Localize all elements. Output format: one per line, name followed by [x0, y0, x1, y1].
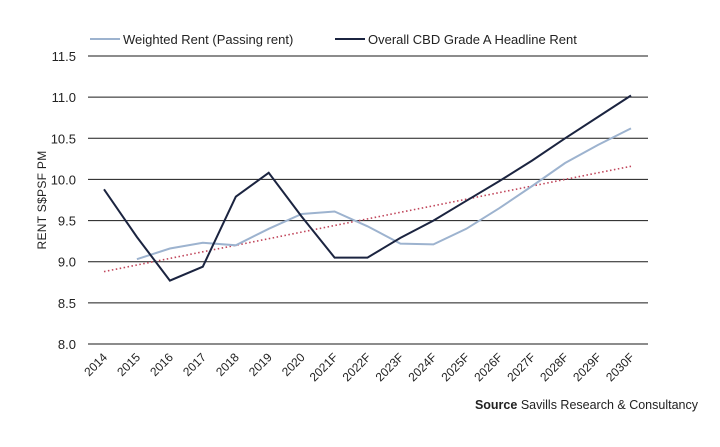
legend-label-weighted-rent: Weighted Rent (Passing rent)	[123, 32, 293, 47]
y-tick-label: 9.0	[58, 255, 76, 270]
series-headline-rent	[103, 94, 632, 282]
x-tick-label: 2018	[213, 350, 242, 379]
x-tick-label: 2030F	[603, 350, 637, 384]
x-axis-ticks: 2014 2015 2016 2017 2018 2019 20202021F2022F20…	[81, 350, 637, 384]
x-tick-label: 2024F	[406, 350, 440, 384]
y-axis-label: RENT S$PSF PM	[35, 150, 49, 249]
x-tick-label: 2015	[114, 350, 143, 379]
y-axis-ticks: 8.0 8.5 9.0 9.5 10.0 10.5 11.0 11.5	[51, 49, 76, 352]
x-tick-label: 2020	[279, 350, 308, 379]
y-tick-label: 11.0	[52, 90, 76, 105]
x-tick-label: 2022F	[340, 350, 374, 384]
x-tick-label: 2025F	[438, 350, 472, 384]
x-tick-label: 2026F	[471, 350, 505, 384]
x-tick-label: 2027F	[504, 350, 538, 384]
series-weighted-rent	[136, 127, 632, 261]
y-tick-label: 10.5	[51, 131, 76, 146]
source-label: Source	[474, 398, 518, 412]
x-tick-label: 2021F	[307, 350, 341, 384]
x-tick-label: 2028F	[537, 350, 571, 384]
x-tick-label: 2029F	[570, 350, 604, 384]
source-text: Savills Research & Consultancy	[520, 398, 698, 412]
x-tick-label: 2023F	[373, 350, 407, 384]
legend-label-headline-rent: Overall CBD Grade A Headline Rent	[368, 32, 577, 47]
x-tick-label: 2019	[246, 350, 275, 379]
x-tick-label: 2014	[81, 350, 110, 379]
y-tick-label: 11.5	[52, 49, 76, 64]
series-lines	[103, 94, 632, 282]
y-tick-label: 9.5	[58, 214, 76, 229]
legend: Weighted Rent (Passing rent) Overall CBD…	[90, 32, 577, 47]
y-tick-label: 8.0	[58, 337, 76, 352]
source-note: Source Savills Research & Consultancy	[475, 398, 698, 412]
x-tick-label: 2016	[147, 350, 176, 379]
x-tick-label: 2017	[180, 350, 209, 379]
gridlines	[88, 55, 648, 345]
series-trendline	[103, 165, 632, 273]
y-tick-label: 8.5	[58, 296, 76, 311]
y-tick-label: 10.0	[51, 172, 76, 187]
